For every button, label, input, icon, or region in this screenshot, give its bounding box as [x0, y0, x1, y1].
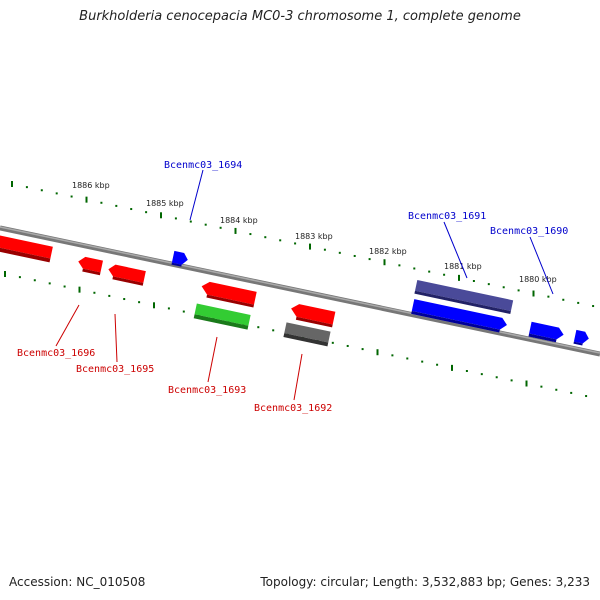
kbp-label: 1886 kbp — [72, 181, 110, 190]
chromosome-backbone — [0, 225, 600, 357]
gene-arrow-bcenmc03-1690[interactable] — [528, 321, 564, 344]
gene-arrow-bcenmc03-1693a[interactable] — [200, 280, 257, 308]
kbp-label: 1883 kbp — [295, 232, 333, 241]
gene-label[interactable]: Bcenmc03_1691 — [408, 211, 486, 222]
gene-label[interactable]: Bcenmc03_1693 — [168, 385, 246, 396]
leader-line-bcenmc03-1691 — [443, 221, 468, 279]
gene-label[interactable]: Bcenmc03_1692 — [254, 403, 332, 414]
gene-arrow-small-blue[interactable] — [573, 329, 590, 347]
gene-arrow-bcenmc03-1692[interactable] — [289, 303, 336, 328]
gene-arrow-bcenmc03-1695[interactable] — [107, 263, 146, 286]
leader-line-bcenmc03-1694 — [189, 169, 204, 221]
gene-label[interactable]: Bcenmc03_1694 — [164, 160, 242, 171]
accession-label: Accession: NC_010508 — [9, 575, 146, 589]
kbp-label: 1884 kbp — [220, 216, 258, 225]
gene-arrow-bcenmc03-1691b[interactable] — [411, 299, 508, 334]
leader-line-bcenmc03-1690 — [529, 236, 554, 295]
gene-arrow-bcenmc03-1695a[interactable] — [76, 256, 103, 276]
leader-line-bcenmc03-1692 — [293, 353, 303, 401]
topology-summary: Topology: circular; Length: 3,532,883 bp… — [260, 575, 590, 589]
tick-track-top — [11, 181, 595, 308]
gene-label[interactable]: Bcenmc03_1690 — [490, 226, 568, 237]
map-title: Burkholderia cenocepacia MC0-3 chromosom… — [79, 9, 521, 24]
gene-label[interactable]: Bcenmc03_1695 — [76, 364, 154, 375]
kbp-label: 1882 kbp — [369, 247, 407, 256]
kbp-label: 1880 kbp — [519, 275, 557, 284]
leader-line-bcenmc03-1695 — [114, 313, 118, 363]
leader-line-bcenmc03-1696 — [55, 304, 80, 347]
gene-block-grey[interactable] — [283, 322, 331, 347]
gene-label[interactable]: Bcenmc03_1696 — [17, 348, 95, 359]
kbp-label: 1885 kbp — [146, 199, 184, 208]
leader-line-bcenmc03-1693 — [207, 336, 218, 383]
gene-block-bcenmc03-1693[interactable] — [193, 303, 251, 330]
gene-arrow-bcenmc03-1696[interactable] — [0, 233, 53, 263]
gene-arrow-bcenmc03-1694[interactable] — [171, 250, 189, 268]
gene-block-bcenmc03-1691[interactable] — [414, 279, 514, 315]
kbp-label: 1881 kbp — [444, 262, 482, 271]
